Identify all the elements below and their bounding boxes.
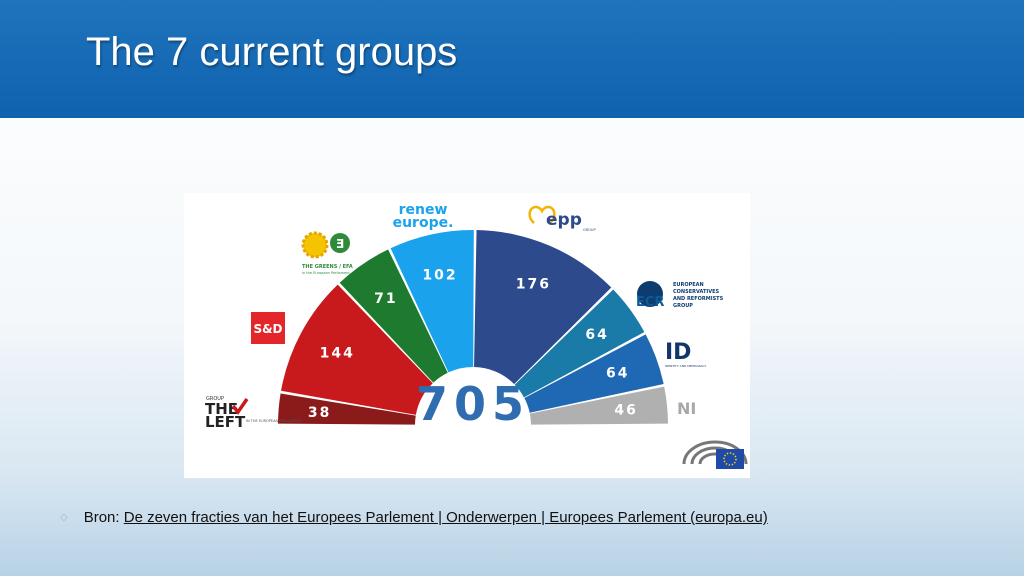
value-label-id: 64 bbox=[606, 366, 629, 382]
segment-greens bbox=[339, 249, 448, 383]
source-link[interactable]: De zeven fracties van het Europees Parle… bbox=[123, 509, 768, 526]
sd-logo-box bbox=[251, 312, 285, 344]
segment-left bbox=[278, 393, 416, 425]
the-left-logo-sub: IN THE EUROPEAN PARLIAMENT bbox=[246, 419, 302, 423]
renew-logo-line2: europe. bbox=[393, 215, 454, 231]
value-label-ecr: 64 bbox=[585, 327, 608, 343]
segment-ecr bbox=[514, 289, 645, 398]
greens-efa-logo: Ǝ THE GREENS / EFA in the European Parli… bbox=[301, 231, 353, 275]
value-label-sd: 144 bbox=[320, 346, 355, 362]
title-bar bbox=[0, 0, 1024, 118]
id-logo: ID IDENTITY AND DEMOCRACY bbox=[665, 340, 706, 368]
sunflower-icon bbox=[301, 231, 329, 259]
value-label-ni: 46 bbox=[614, 402, 637, 418]
segment-id bbox=[524, 334, 664, 413]
european-parliament-logo bbox=[682, 440, 748, 469]
value-label-left: 38 bbox=[308, 405, 331, 421]
the-left-logo-line1: THE bbox=[205, 400, 238, 418]
total-seats-label: 705 bbox=[416, 377, 530, 431]
segment-epp bbox=[474, 230, 612, 385]
ecr-logo-text: ECR bbox=[636, 295, 664, 310]
source-prefix: Bron: bbox=[83, 509, 120, 526]
the-left-logo-small: GROUP bbox=[206, 396, 224, 402]
eu-flag-icon bbox=[716, 449, 744, 469]
ecr-lion-icon bbox=[637, 281, 663, 307]
epp-heart-icon bbox=[528, 205, 556, 224]
slide-title: The 7 current groups bbox=[86, 30, 458, 74]
eu-stars-icon bbox=[723, 452, 737, 466]
greens-efa-logo-text: THE GREENS / EFA bbox=[302, 264, 353, 270]
efa-circle-icon bbox=[330, 233, 350, 253]
id-logo-sub: IDENTITY AND DEMOCRACY bbox=[665, 364, 706, 368]
epp-logo: epp GROUP bbox=[528, 205, 596, 232]
value-label-epp: 176 bbox=[516, 276, 551, 292]
id-logo-text: ID bbox=[665, 340, 691, 365]
source-footer: ◇ Bron: De zeven fracties van het Europee… bbox=[60, 509, 768, 526]
renew-logo-line1: renew bbox=[399, 202, 448, 218]
sd-logo: S&D bbox=[251, 312, 285, 344]
ni-logo-text: NI bbox=[677, 399, 696, 418]
renew-europe-logo: renew europe. bbox=[393, 202, 454, 231]
value-label-renew: 102 bbox=[422, 268, 457, 284]
ecr-logo: ECR EUROPEAN CONSERVATIVES AND REFORMIST… bbox=[636, 281, 724, 310]
epp-logo-text: epp bbox=[546, 210, 582, 230]
ecr-logo-line3: AND REFORMISTS bbox=[673, 296, 724, 302]
value-label-greens: 71 bbox=[374, 291, 397, 307]
segment-ni bbox=[529, 386, 668, 425]
ecr-logo-line4: GROUP bbox=[673, 303, 693, 309]
the-left-logo: GROUP THE LEFT IN THE EUROPEAN PARLIAMEN… bbox=[205, 396, 302, 431]
sd-logo-text: S&D bbox=[253, 322, 282, 336]
ecr-logo-line2: CONSERVATIVES bbox=[673, 289, 720, 295]
efa-circle-label: Ǝ bbox=[336, 237, 344, 251]
segment-sd bbox=[281, 284, 433, 415]
greens-efa-logo-sub: in the European Parliament bbox=[302, 271, 350, 275]
check-icon bbox=[231, 398, 249, 415]
the-left-logo-line2: LEFT bbox=[205, 413, 246, 431]
parliament-hemicycle-chart: 38 144 71 102 176 64 64 46 705 GROUP THE LEFT I… bbox=[205, 202, 748, 469]
bullet-icon: ◇ bbox=[60, 512, 68, 523]
segment-renew bbox=[390, 230, 474, 373]
ecr-logo-line1: EUROPEAN bbox=[673, 282, 704, 288]
epp-logo-sub: GROUP bbox=[583, 228, 596, 232]
chart-panel: 38 144 71 102 176 64 64 46 705 GROUP THE LEFT I… bbox=[184, 193, 750, 478]
